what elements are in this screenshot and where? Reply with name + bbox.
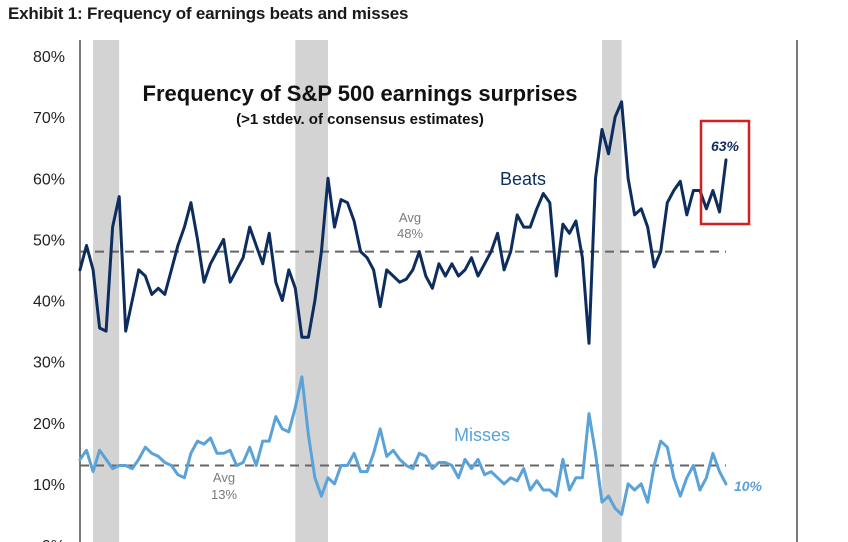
misses-latest-value-label: 10%	[734, 478, 763, 494]
y-axis-ticks: 0% 10% 20% 30% 40% 50% 60% 70% 80%	[33, 49, 65, 542]
avg-misses-label: Avg	[213, 470, 235, 485]
y-tick-label: 60%	[33, 171, 65, 188]
exhibit-title: Exhibit 1: Frequency of earnings beats a…	[8, 4, 409, 23]
y-tick-label: 50%	[33, 232, 65, 249]
avg-beats-value: 48%	[397, 226, 423, 241]
avg-beats-label: Avg	[399, 210, 421, 225]
avg-misses-value: 13%	[211, 487, 237, 502]
series-line-misses	[78, 375, 728, 516]
series-label-beats: Beats	[500, 169, 546, 189]
y-tick-label: 10%	[33, 477, 65, 494]
y-tick-label: 80%	[33, 49, 65, 66]
beats-latest-value-label: 63%	[711, 138, 740, 154]
y-tick-label: 30%	[33, 355, 65, 372]
y-tick-label: 0%	[42, 538, 65, 542]
y-tick-label: 20%	[33, 416, 65, 433]
average-lines	[80, 250, 726, 467]
y-tick-label: 70%	[33, 110, 65, 127]
chart-title: Frequency of S&P 500 earnings surprises	[143, 81, 578, 106]
series-label-misses: Misses	[454, 425, 510, 445]
recession-band	[602, 40, 622, 542]
series-line-beats	[78, 100, 728, 345]
series-lines	[78, 100, 728, 516]
chart-subtitle: (>1 stdev. of consensus estimates)	[236, 111, 484, 128]
latest-beats-highlight-box	[699, 119, 751, 226]
y-tick-label: 40%	[33, 294, 65, 311]
